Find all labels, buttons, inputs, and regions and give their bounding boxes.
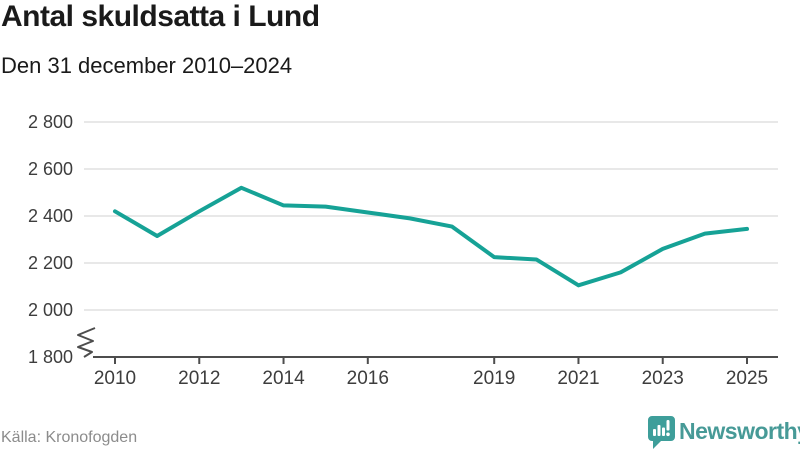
chart-title: Antal skuldsatta i Lund [1, 0, 320, 33]
exclamation-dot [666, 432, 670, 437]
x-tick-label: 2016 [347, 368, 389, 389]
x-tick-label: 2025 [726, 368, 768, 389]
series-line [113, 185, 749, 288]
y-tick-label: 2 400 [28, 206, 73, 226]
bar-chart-glyph [653, 420, 670, 437]
y-tick-label: 1 800 [28, 347, 73, 367]
x-tick-label: 2019 [473, 368, 515, 389]
x-tick-label: 2023 [642, 368, 684, 389]
x-tick-label: 2012 [178, 368, 220, 389]
exclamation-stem [666, 420, 670, 431]
newsworthy-logo: Newsworthy [646, 414, 800, 450]
y-tick-label: 2 000 [28, 300, 73, 320]
chart-subtitle: Den 31 december 2010–2024 [1, 53, 293, 78]
x-tick-label: 2014 [262, 368, 305, 389]
newsworthy-bubble-chart-icon [648, 416, 675, 449]
source-note: Källa: Kronofogden [1, 429, 138, 446]
x-tick-label: 2010 [94, 368, 136, 389]
speech-bubble-shape [648, 416, 675, 449]
axis-break-icon [77, 327, 96, 358]
y-tick-label: 2 600 [28, 159, 73, 179]
y-tick-label: 2 800 [28, 112, 73, 132]
x-tick-label: 2021 [557, 368, 599, 389]
y-tick-label: 2 200 [28, 253, 73, 273]
newsworthy-wordmark: Newsworthy [679, 418, 800, 444]
